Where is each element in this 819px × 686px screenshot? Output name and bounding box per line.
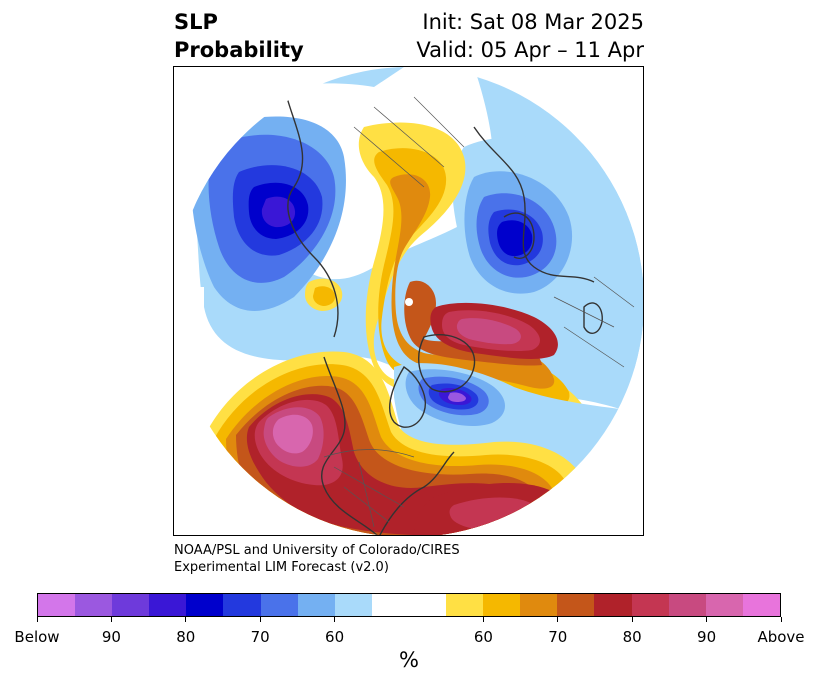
colorbar-tick [706, 617, 708, 622]
colorbar-above-segment-1 [483, 594, 521, 616]
colorbar-above-segment-5 [631, 594, 669, 616]
pink-region-arctic [456, 318, 521, 345]
colorbar-tick-label: 90 [697, 628, 717, 646]
probability-map [174, 67, 643, 535]
violet-core-south [448, 392, 466, 402]
border-asia [353, 96, 465, 188]
colorbar-below-segment-8 [334, 594, 372, 616]
map-panel [173, 66, 644, 536]
colorbar-above-segment-6 [668, 594, 706, 616]
colorbar-below-segment-7 [297, 594, 335, 616]
colorbar-above-segment-8 [742, 594, 780, 616]
coast-scandinavia [503, 212, 535, 259]
coast-north-america-east [378, 451, 455, 535]
colorbar-below-segment-1 [75, 594, 113, 616]
coast-asia [283, 86, 339, 338]
coast-british-isles [583, 302, 603, 334]
colorbar-tick-label: 90 [101, 628, 121, 646]
coast-greenland [418, 333, 476, 393]
credit-line2: Experimental LIM Forecast (v2.0) [174, 560, 389, 575]
magenta-core-america [272, 414, 313, 454]
colorbar-tick [334, 617, 336, 622]
colorbar-below-segment-4 [186, 594, 224, 616]
colorbar-tick-label: 60 [473, 628, 493, 646]
colorbar-above-segment-3 [557, 594, 595, 616]
colorbar-tick-label: Below [14, 628, 60, 646]
colorbar-below-segment-6 [260, 594, 298, 616]
colorbar-tick-label: 60 [325, 628, 345, 646]
colorbar-above-segment-7 [705, 594, 743, 616]
colorbar-above-segment-0 [446, 594, 484, 616]
neutral-dot-arctic [405, 298, 413, 306]
colorbar-tick-label: 80 [176, 628, 196, 646]
colorbar-tick [36, 617, 38, 622]
title-left: SLP Probability [174, 8, 304, 64]
colorbar-below-segment-0 [38, 594, 76, 616]
colorbar-tick [185, 617, 187, 622]
colorbar-tick [259, 617, 261, 622]
colorbar-above-segment-4 [594, 594, 632, 616]
gold-patch-pacific [313, 286, 336, 306]
colorbar-tick [110, 617, 112, 622]
coast-hudson-bay [388, 366, 426, 428]
colorbar-tick-label: 70 [548, 628, 568, 646]
colorbar-tick [631, 617, 633, 622]
colorbar-unit: % [399, 648, 419, 672]
country-borders [323, 96, 635, 528]
colorbar-tick [780, 617, 782, 622]
colorbar [37, 593, 781, 617]
colorbar-neutral-segment [371, 594, 447, 616]
colorbar-above-segment-2 [520, 594, 558, 616]
colorbar-tick-label: 70 [250, 628, 270, 646]
colorbar-tick [557, 617, 559, 622]
colorbar-below-segment-5 [223, 594, 261, 616]
border-europe [553, 276, 635, 368]
coast-europe [473, 126, 595, 283]
credit-line1: NOAA/PSL and University of Colorado/CIRE… [174, 543, 460, 558]
valid-range: Valid: 05 Apr – 11 Apr [416, 38, 644, 62]
colorbar-tick-label: Above [757, 628, 805, 646]
border-us-states [333, 461, 405, 528]
colorbar-below-segment-3 [149, 594, 187, 616]
neutral-notch-west [174, 287, 204, 317]
orange-region-arctic [390, 174, 555, 389]
title-type: Probability [174, 38, 304, 62]
credit: NOAA/PSL and University of Colorado/CIRE… [174, 542, 460, 576]
violet-core-west [261, 196, 296, 228]
title-variable: SLP [174, 10, 218, 34]
colorbar-tick-label: 80 [622, 628, 642, 646]
title-right: Init: Sat 08 Mar 2025 Valid: 05 Apr – 11… [416, 8, 644, 64]
colorbar-tick [482, 617, 484, 622]
init-date: Init: Sat 08 Mar 2025 [422, 10, 644, 34]
border-us-canada [323, 449, 415, 458]
colorbar-below-segment-2 [112, 594, 150, 616]
